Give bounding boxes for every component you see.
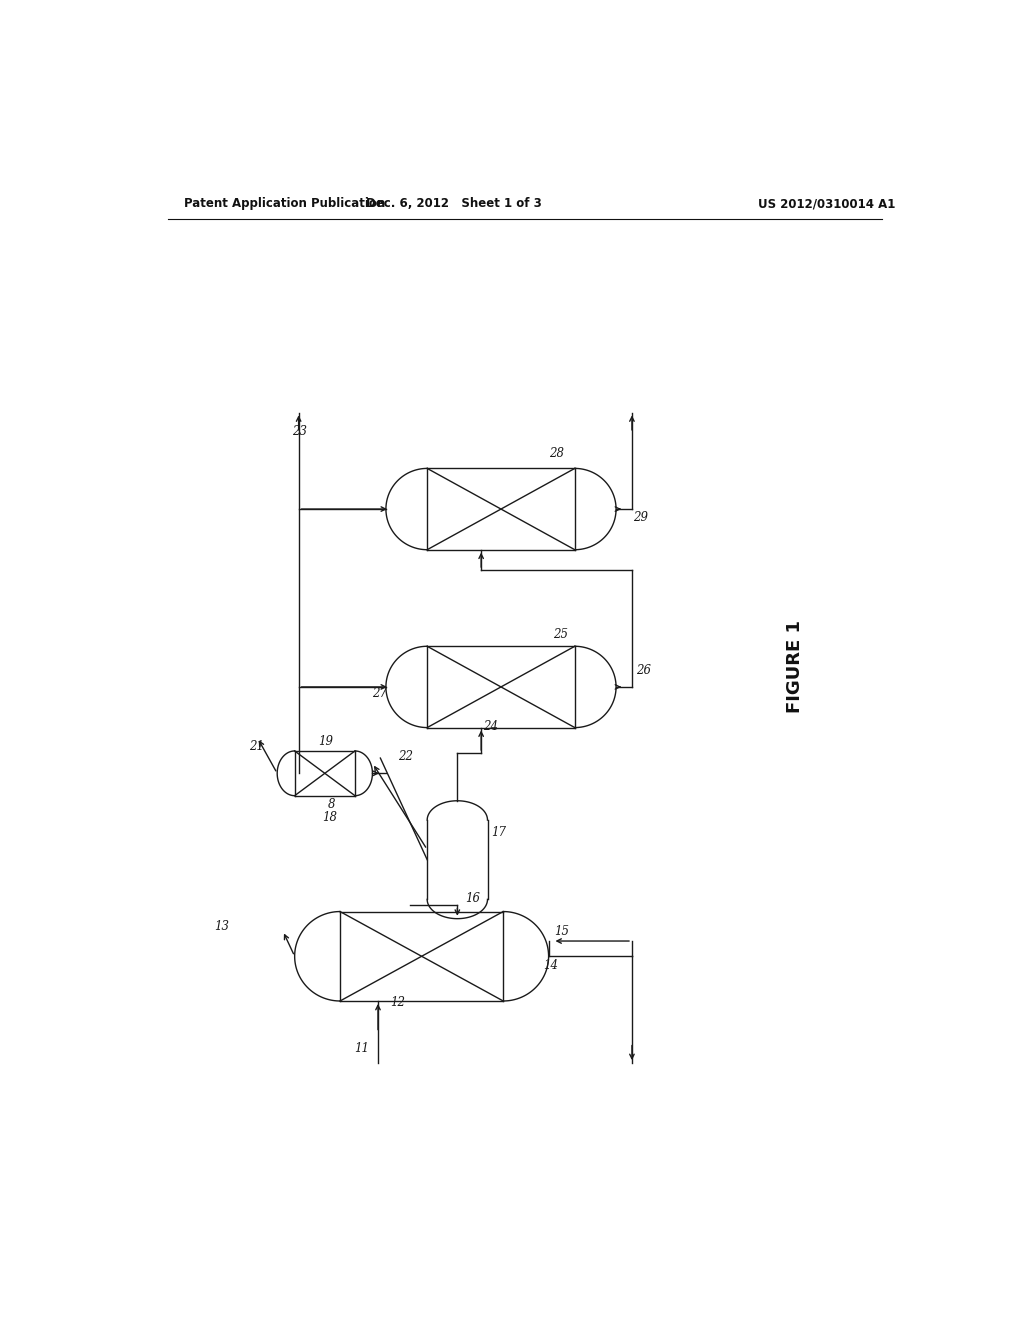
Text: Patent Application Publication: Patent Application Publication <box>183 197 385 210</box>
Text: 15: 15 <box>554 925 569 939</box>
Text: 16: 16 <box>465 892 480 906</box>
Text: 29: 29 <box>634 511 648 524</box>
Text: 22: 22 <box>397 750 413 763</box>
Text: 21: 21 <box>249 741 263 752</box>
Text: 23: 23 <box>292 425 307 438</box>
Text: 12: 12 <box>390 997 404 1008</box>
Text: 11: 11 <box>354 1041 370 1055</box>
Text: 19: 19 <box>318 735 334 748</box>
Text: 14: 14 <box>543 958 558 972</box>
Text: 18: 18 <box>323 812 338 824</box>
Text: 13: 13 <box>214 920 228 933</box>
Text: 24: 24 <box>482 719 498 733</box>
Text: US 2012/0310014 A1: US 2012/0310014 A1 <box>758 197 895 210</box>
Text: FIGURE 1: FIGURE 1 <box>785 620 804 713</box>
Text: Dec. 6, 2012   Sheet 1 of 3: Dec. 6, 2012 Sheet 1 of 3 <box>366 197 542 210</box>
Text: 17: 17 <box>490 826 506 840</box>
Text: 8: 8 <box>328 797 336 810</box>
Text: 27: 27 <box>372 688 387 700</box>
Text: 28: 28 <box>549 447 563 461</box>
Text: 25: 25 <box>553 628 568 642</box>
Text: 26: 26 <box>636 664 651 677</box>
